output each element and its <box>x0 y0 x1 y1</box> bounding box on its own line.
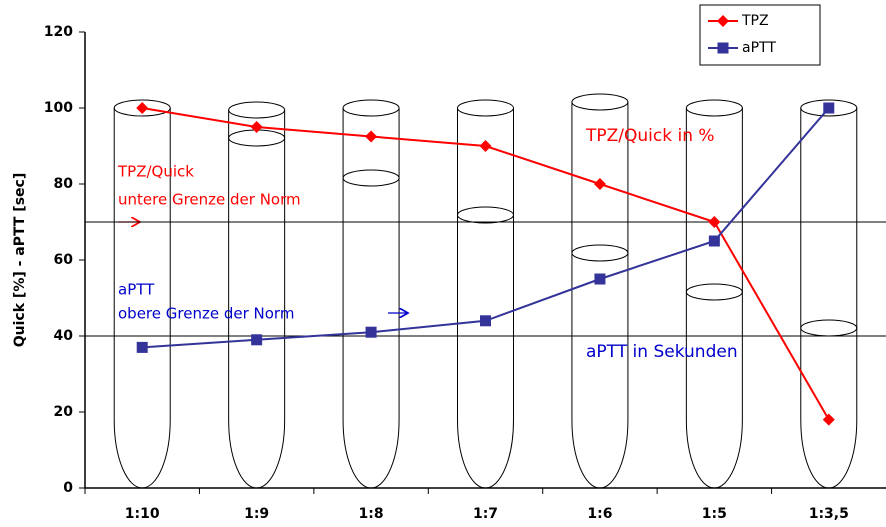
tube-rim <box>686 100 742 116</box>
y-tick-label: 120 <box>44 24 73 40</box>
chart: Quick [%] - aPTT [sec] 0 20 40 60 80 100 120 1:… <box>0 0 886 527</box>
y-tick-label: 0 <box>63 480 73 496</box>
tube <box>458 108 514 488</box>
data-point <box>480 140 492 152</box>
y-tick-label: 80 <box>54 176 74 192</box>
legend-label: aPTT <box>742 40 776 56</box>
annotation: aPTT in Sekunden <box>586 342 738 362</box>
y-axis-label: Quick [%] - aPTT [sec] <box>12 173 28 347</box>
tube <box>572 102 628 488</box>
liquid-level <box>572 245 628 261</box>
series-line <box>142 108 829 420</box>
test-tubes <box>114 94 857 488</box>
tube-rim <box>229 102 285 118</box>
x-tick-label: 1:6 <box>587 506 612 522</box>
legend-label: TPZ <box>741 13 769 29</box>
tube-rim <box>343 100 399 116</box>
data-point <box>594 178 606 190</box>
liquid-level <box>458 207 514 223</box>
data-point <box>366 327 377 338</box>
liquid-level <box>801 320 857 336</box>
data-point <box>594 274 605 285</box>
x-tick-label: 1:7 <box>473 506 498 522</box>
data-point <box>823 414 835 426</box>
y-tick-label: 20 <box>54 404 74 420</box>
x-tick-label: 1:3,5 <box>809 506 849 522</box>
annotation: TPZ/Quick in % <box>585 126 715 146</box>
tube <box>343 108 399 488</box>
data-point <box>823 103 834 114</box>
tube <box>229 110 285 488</box>
x-tick-label: 1:10 <box>125 506 160 522</box>
data-point <box>708 216 720 228</box>
annotation: obere Grenze der Norm <box>118 305 294 323</box>
data-point <box>709 236 720 247</box>
liquid-level <box>686 284 742 300</box>
data-point <box>365 131 377 143</box>
liquid-level <box>343 170 399 186</box>
data-point <box>137 342 148 353</box>
annotation: TPZ/Quick <box>117 163 194 181</box>
tube <box>801 108 857 488</box>
y-tick-label: 60 <box>54 252 74 268</box>
x-tick-label: 1:5 <box>702 506 727 522</box>
y-tick-label: 100 <box>44 100 73 116</box>
x-tick-label: 1:9 <box>244 506 269 522</box>
x-tick-label: 1:8 <box>359 506 384 522</box>
data-point <box>251 334 262 345</box>
data-point <box>480 315 491 326</box>
data-point <box>251 121 263 133</box>
annotation: untere Grenze der Norm <box>118 191 301 209</box>
tube-rim <box>572 94 628 110</box>
annotation: aPTT <box>118 281 155 299</box>
tube-rim <box>458 100 514 116</box>
y-tick-label: 40 <box>54 328 74 344</box>
data-point <box>136 102 148 114</box>
legend-marker <box>718 43 729 54</box>
